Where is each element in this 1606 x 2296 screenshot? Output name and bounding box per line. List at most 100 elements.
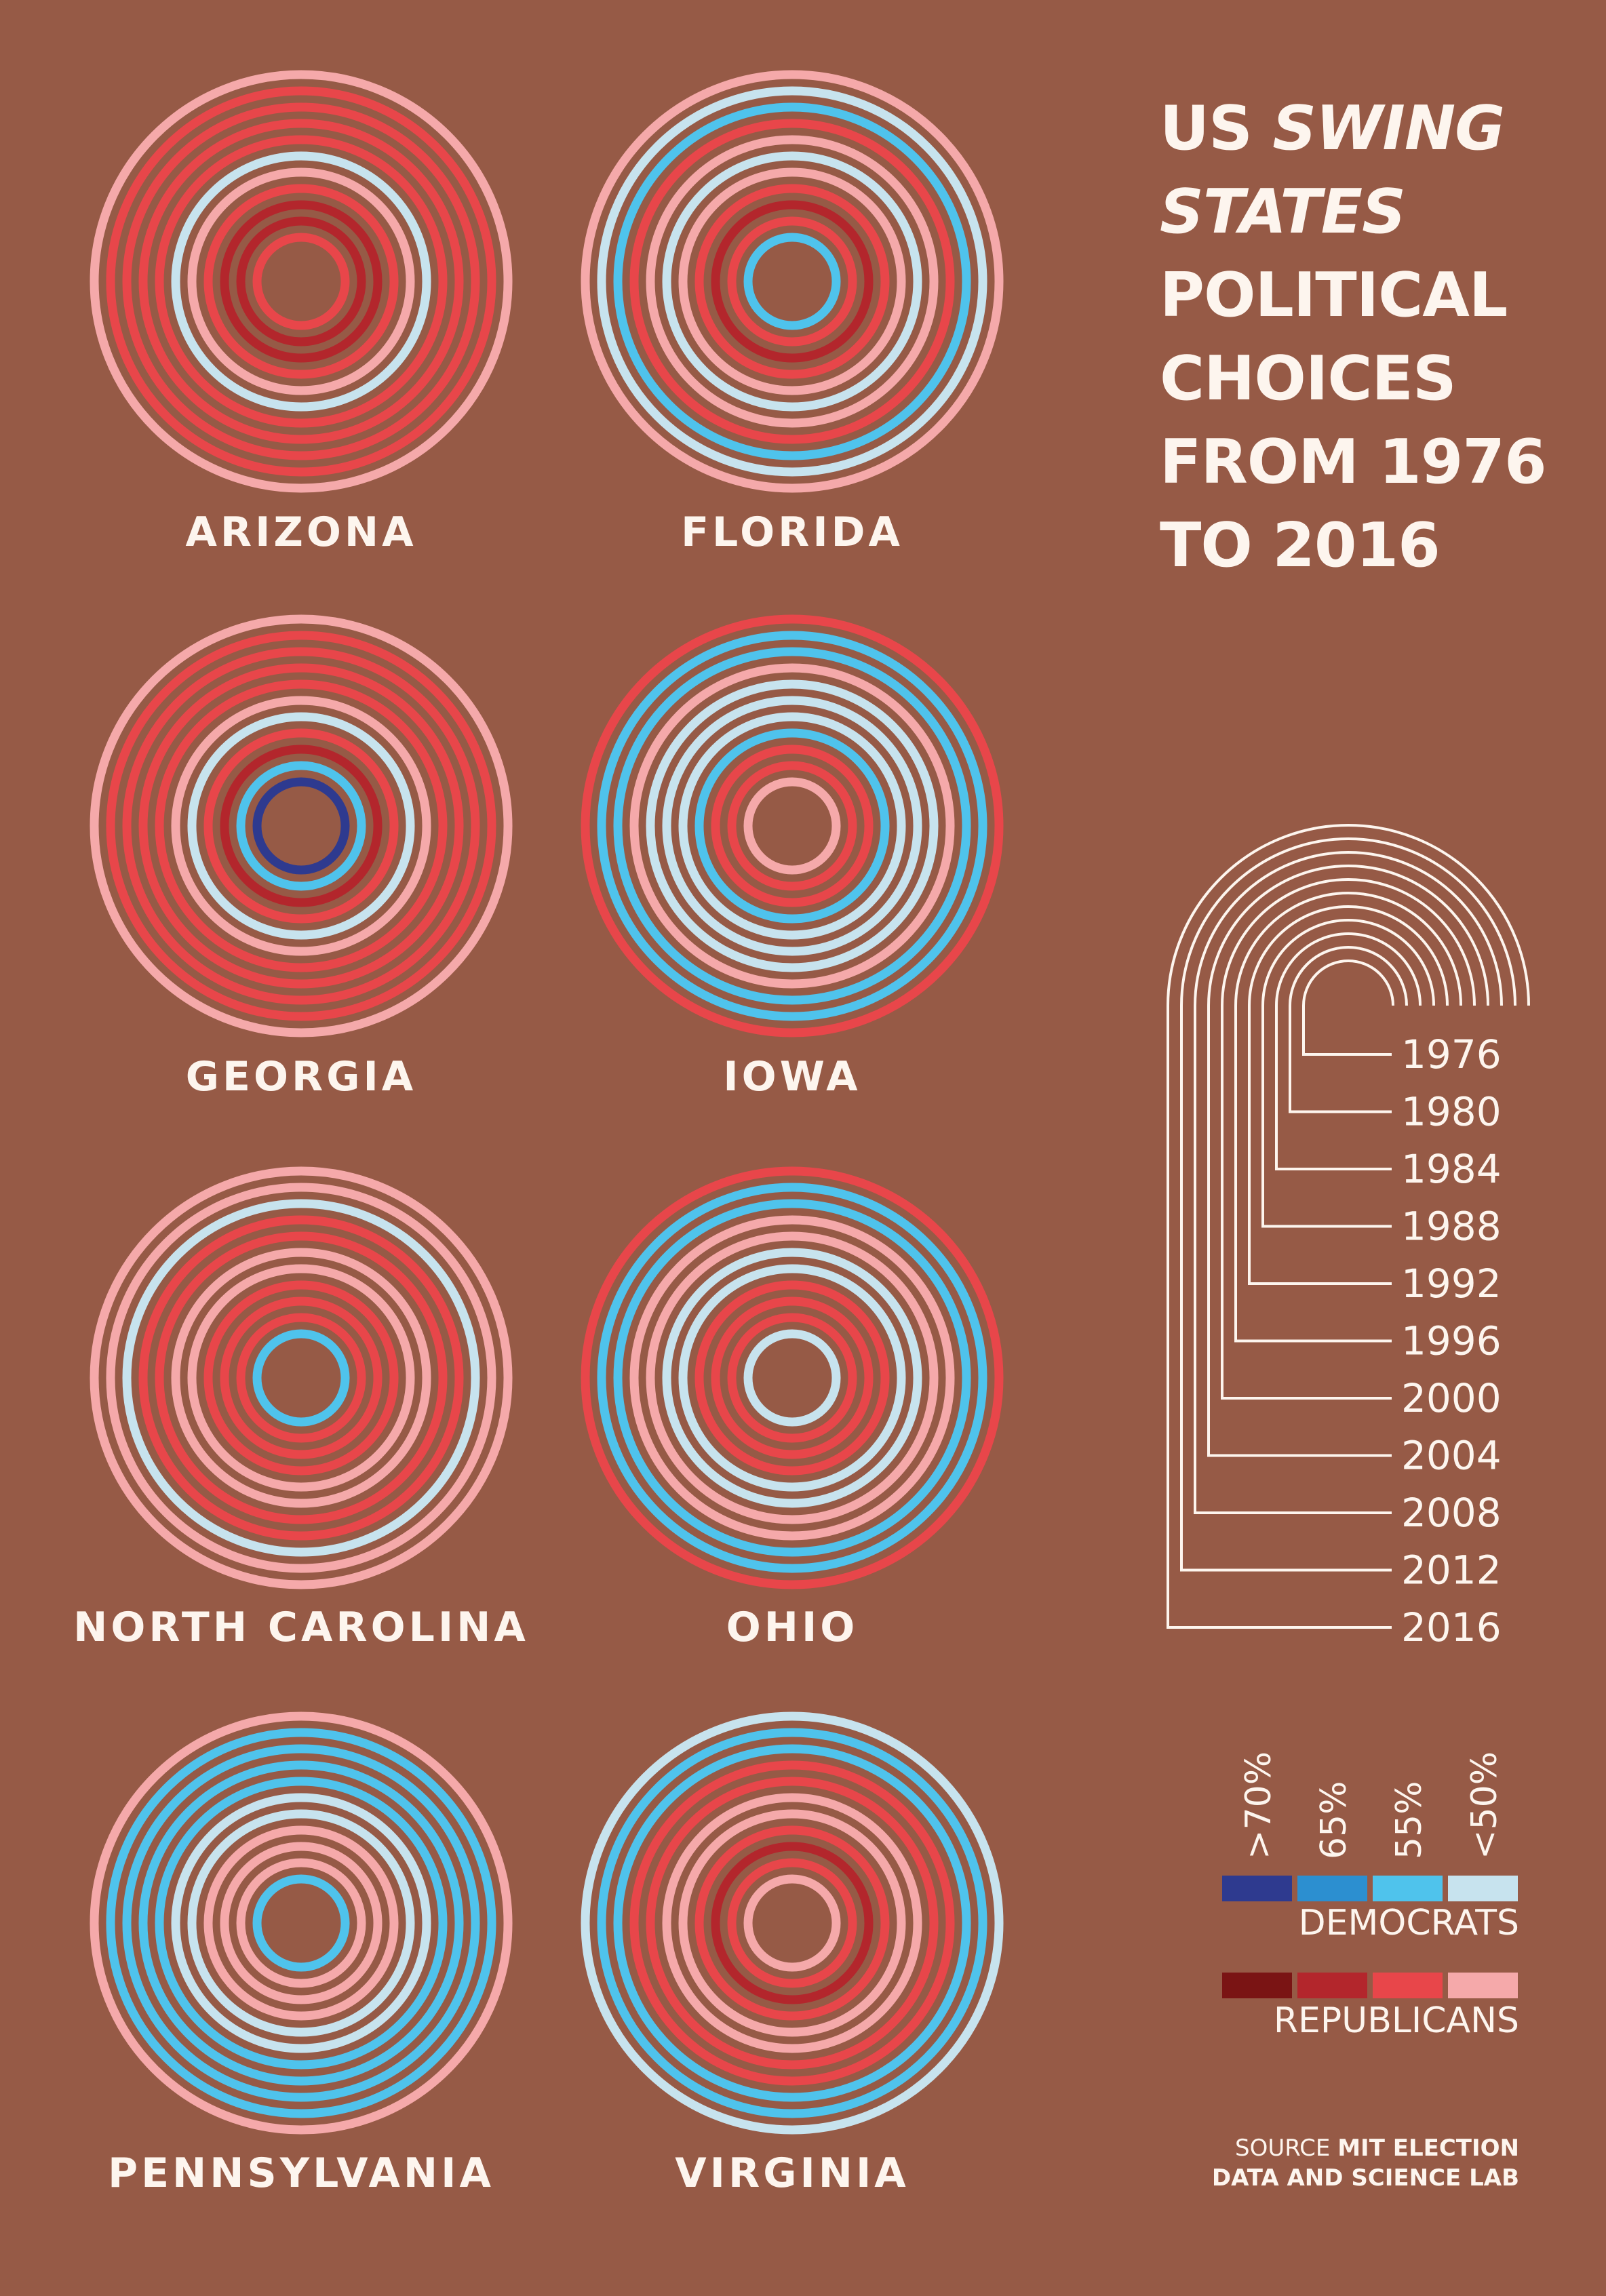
ring-florida-1988 (694, 184, 890, 379)
ring-iowa-1988 (694, 728, 890, 924)
state-label-florida: FLORIDA (681, 509, 903, 556)
ring-ohio-1988 (694, 1280, 890, 1476)
ring-florida-2008 (613, 102, 971, 460)
legend-percent-1: 65% (1314, 1781, 1354, 1859)
ring-arizona-2012 (106, 86, 496, 477)
ring-iowa-1976 (743, 777, 841, 875)
year-key-label-1996: 1996 (1401, 1318, 1502, 1364)
ring-arizona-1976 (252, 233, 350, 330)
source-bold-line1: MIT ELECTION (1337, 2135, 1519, 2162)
ring-arizona-1988 (203, 184, 399, 379)
ring-ohio-2016 (581, 1166, 1004, 1589)
state-label-iowa: IOWA (723, 1053, 861, 1101)
state-rings-florida (581, 70, 1004, 493)
ring-north-carolina-2004 (138, 1215, 464, 1541)
state-rings-georgia (90, 614, 513, 1037)
ring-arizona-2016 (90, 70, 513, 493)
ring-georgia-2012 (106, 631, 496, 1021)
ring-georgia-2008 (122, 647, 480, 1005)
ring-north-carolina-2008 (122, 1199, 480, 1557)
ring-arizona-1984 (220, 200, 383, 363)
legend-democrats-label: DEMOCRATS (1298, 1903, 1519, 1943)
ring-iowa-1992 (678, 712, 906, 940)
year-key-label-1988: 1988 (1401, 1204, 1502, 1250)
year-key-line-1984 (1275, 932, 1422, 1170)
legend-swatch-dem-2 (1373, 1876, 1443, 1901)
ring-pennsylvania-2008 (122, 1744, 480, 2102)
legend-swatches (1222, 1876, 1518, 1998)
ring-florida-2012 (597, 86, 987, 477)
year-key-label-2016: 2016 (1401, 1604, 1502, 1650)
legend-swatch-rep-0 (1222, 1973, 1292, 1998)
year-key-label-1976: 1976 (1401, 1031, 1502, 1077)
ring-ohio-2008 (613, 1199, 971, 1557)
ring-pennsylvania-2012 (106, 1728, 496, 2118)
title-line-5: FROM 1976 (1160, 427, 1547, 498)
state-label-virginia: VIRGINIA (675, 2150, 909, 2197)
ring-georgia-2016 (90, 614, 513, 1037)
ring-north-carolina-2016 (90, 1166, 513, 1589)
title-line-4: CHOICES (1160, 343, 1457, 414)
ring-ohio-2004 (629, 1215, 955, 1541)
ring-ohio-2012 (597, 1183, 987, 1573)
legend-percent-3: <50% (1464, 1751, 1505, 1859)
ring-arizona-1992 (187, 167, 415, 395)
ring-virginia-1996 (662, 1793, 922, 2053)
ring-iowa-1980 (727, 761, 857, 891)
ring-georgia-1980 (236, 761, 366, 891)
ring-ohio-1992 (678, 1264, 906, 1492)
ring-pennsylvania-2000 (155, 1777, 448, 2070)
year-key-label-1984: 1984 (1401, 1146, 1502, 1192)
ring-virginia-1992 (678, 1809, 906, 2037)
ring-georgia-1996 (171, 696, 431, 956)
legend-swatch-dem-3 (1448, 1876, 1518, 1901)
state-label-arizona: ARIZONA (185, 509, 417, 556)
source-prefix: SOURCE (1235, 2135, 1338, 2162)
ring-arizona-2004 (138, 119, 464, 444)
ring-iowa-2008 (613, 647, 971, 1005)
title-line-2: STATES (1160, 176, 1406, 248)
ring-virginia-2008 (613, 1744, 971, 2102)
state-rings-arizona (90, 70, 513, 493)
ring-iowa-2016 (581, 614, 1004, 1037)
state-label-ohio: OHIO (726, 1604, 859, 1651)
state-rings-pennsylvania (90, 1711, 513, 2135)
year-key-label-2000: 2000 (1401, 1375, 1502, 1421)
ring-pennsylvania-1976 (252, 1874, 350, 1972)
legend-percent-2: 55% (1389, 1781, 1430, 1859)
year-key-line-2012 (1180, 837, 1516, 1572)
ring-virginia-1976 (743, 1874, 841, 1972)
legend-swatch-dem-0 (1222, 1876, 1292, 1901)
ring-north-carolina-1980 (236, 1313, 366, 1443)
ring-north-carolina-1988 (203, 1280, 399, 1476)
year-key-label-1992: 1992 (1401, 1261, 1502, 1307)
ring-virginia-1980 (727, 1858, 857, 1988)
ring-arizona-1980 (236, 216, 366, 347)
title-line-1: US SWING (1160, 93, 1505, 164)
ring-ohio-1976 (743, 1329, 841, 1427)
ring-georgia-1984 (220, 745, 383, 907)
ring-georgia-1976 (252, 777, 350, 875)
year-key-diagram: 1976 1980 1984 1988 1992 1996 2000 2004 2008 2012… (1167, 824, 1530, 1650)
chart-title: US SWING STATES POLITICAL CHOICES FROM 1… (1160, 87, 1594, 587)
ring-florida-1980 (727, 216, 857, 347)
year-key-label-2008: 2008 (1401, 1490, 1502, 1536)
ring-north-carolina-1976 (252, 1329, 350, 1427)
ring-ohio-2000 (646, 1231, 939, 1524)
ring-pennsylvania-1996 (171, 1793, 431, 2053)
ring-north-carolina-2012 (106, 1183, 496, 1573)
year-key-label-1980: 1980 (1401, 1089, 1502, 1135)
ring-ohio-1984 (711, 1297, 874, 1459)
year-key-label-2004: 2004 (1401, 1433, 1502, 1479)
ring-florida-1976 (743, 233, 841, 330)
ring-north-carolina-1984 (220, 1297, 383, 1459)
ring-pennsylvania-1992 (187, 1809, 415, 2037)
legend-republicans-label: REPUBLICANS (1273, 2000, 1519, 2041)
year-key-line-2000 (1221, 878, 1476, 1400)
ring-north-carolina-1996 (171, 1248, 431, 1508)
ring-pennsylvania-2016 (90, 1711, 513, 2135)
legend-swatch-dem-1 (1297, 1876, 1367, 1901)
ring-north-carolina-2000 (155, 1231, 448, 1524)
ring-iowa-1996 (662, 696, 922, 956)
ring-virginia-1984 (711, 1842, 874, 2004)
